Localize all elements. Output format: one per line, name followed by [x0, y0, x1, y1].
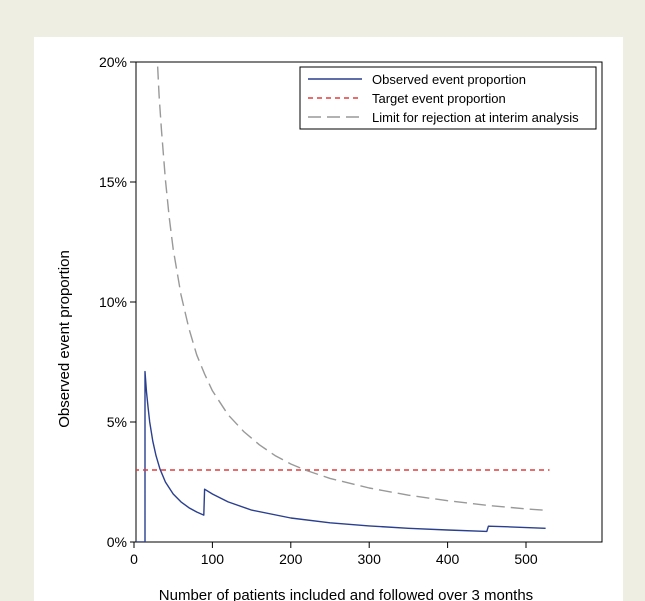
x-tick-label: 0 [130, 551, 138, 567]
legend-label-2: Target event proportion [372, 91, 506, 106]
x-tick-label: 300 [358, 551, 382, 567]
y-axis: 0% 5% 10% 15% 20% [99, 54, 136, 550]
x-axis: 0 100 200 300 400 500 [130, 542, 538, 567]
legend-label-3: Limit for rejection at interim analysis [372, 110, 579, 125]
y-tick-label: 0% [107, 534, 127, 550]
y-tick-label: 20% [99, 54, 127, 70]
y-tick-label: 5% [107, 414, 127, 430]
y-tick-label: 10% [99, 294, 127, 310]
legend-box [299, 66, 597, 130]
series-layer [136, 62, 550, 542]
series-line-1 [136, 370, 546, 542]
x-tick-label: 200 [279, 551, 303, 567]
x-axis-label: Number of patients included and followed… [159, 587, 533, 601]
y-tick-label: 15% [99, 174, 127, 190]
x-tick-label: 400 [436, 551, 460, 567]
line-chart: 0% 5% 10% 15% 20% 0 100 200 300 400 500 Observed … [56, 54, 603, 601]
series-line-3 [156, 62, 546, 511]
x-tick-label: 100 [201, 551, 225, 567]
chart-panel: 0% 5% 10% 15% 20% 0 100 200 300 400 500 Observed … [34, 37, 623, 601]
x-tick-label: 500 [514, 551, 538, 567]
y-axis-label: Observed event proportion [56, 250, 73, 428]
legend: Observed event proportion Target event pr… [299, 66, 597, 130]
legend-label-1: Observed event proportion [372, 72, 526, 87]
plot-area [135, 61, 603, 543]
